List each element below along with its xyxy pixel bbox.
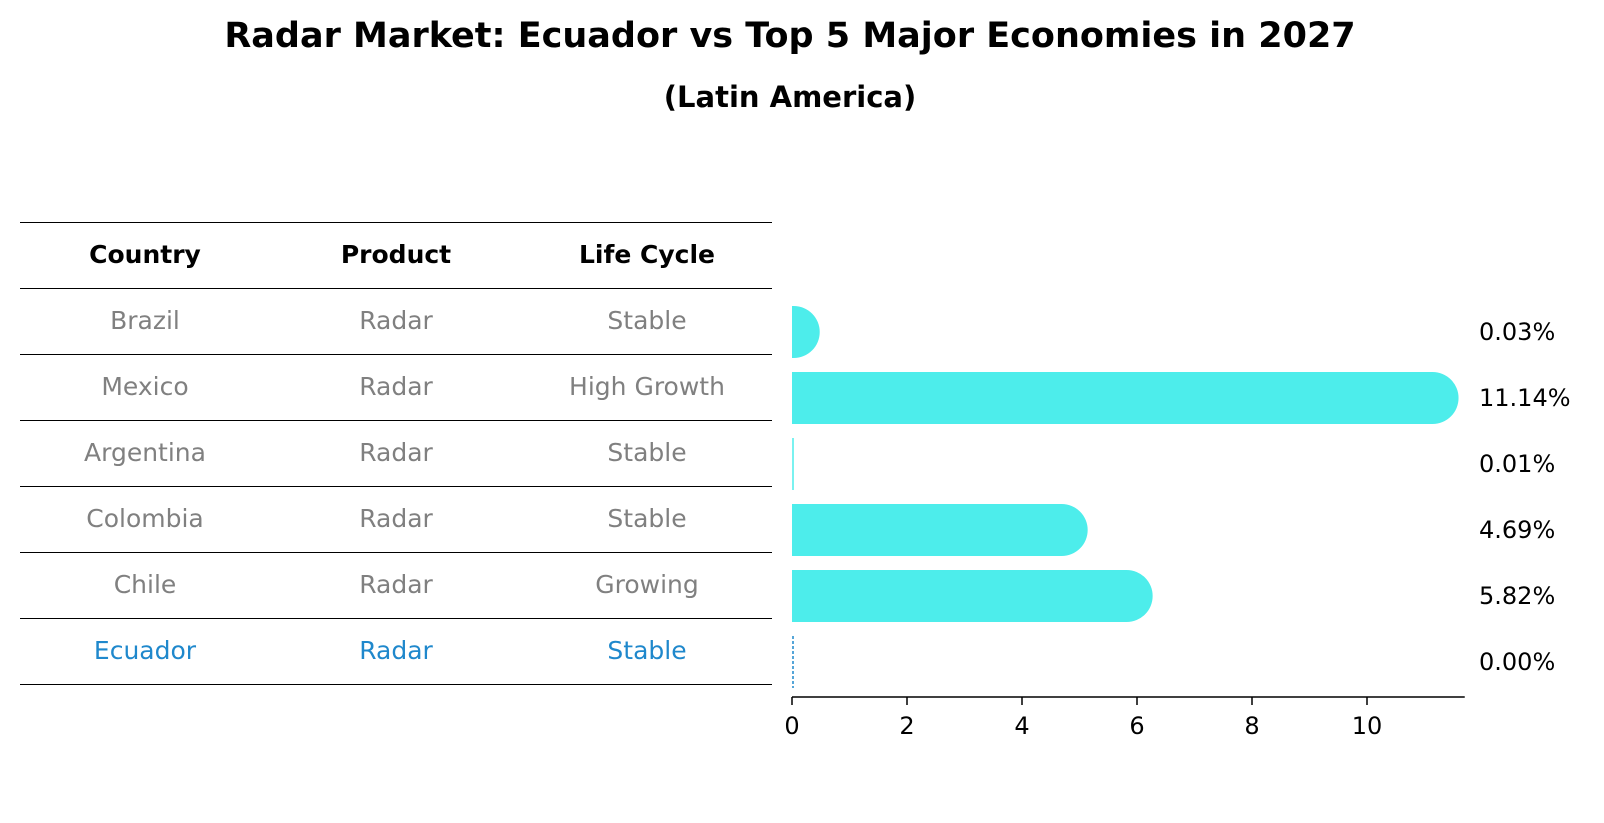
cell-life-cycle: High Growth — [569, 372, 725, 401]
header-product: Product — [340, 240, 452, 269]
cell-product: Radar — [359, 372, 433, 401]
cell-product: Radar — [359, 504, 433, 533]
chart-title: Radar Market: Ecuador vs Top 5 Major Eco… — [224, 16, 1356, 56]
cell-life-cycle: Stable — [607, 636, 687, 665]
cell-country: Argentina — [84, 438, 206, 467]
table-rule — [20, 420, 772, 421]
x-tick-label: 4 — [1014, 712, 1029, 740]
cell-life-cycle: Stable — [607, 306, 687, 335]
cell-life-cycle: Stable — [607, 438, 687, 467]
x-tick-label: 6 — [1129, 712, 1144, 740]
bar — [792, 306, 820, 358]
cell-product: Radar — [359, 636, 433, 665]
cell-product: Radar — [359, 570, 433, 599]
table-rule — [20, 552, 772, 553]
table-rule — [20, 354, 772, 355]
table-rule — [20, 618, 772, 619]
x-tick-label: 8 — [1244, 712, 1259, 740]
bar — [792, 570, 1153, 622]
table-rule — [20, 222, 772, 223]
bar — [792, 372, 1459, 424]
cell-life-cycle: Stable — [607, 504, 687, 533]
cell-country: Ecuador — [93, 636, 197, 665]
value-label: 0.00% — [1479, 648, 1555, 676]
x-tick-label: 0 — [784, 712, 799, 740]
cell-country: Chile — [113, 570, 177, 599]
x-tick-label: 10 — [1352, 712, 1383, 740]
table-rule — [20, 486, 772, 487]
cell-product: Radar — [359, 306, 433, 335]
bar — [792, 504, 1088, 556]
value-label: 5.82% — [1479, 582, 1555, 610]
cell-life-cycle: Growing — [595, 570, 699, 599]
value-label: 4.69% — [1479, 516, 1555, 544]
cell-country: Brazil — [110, 306, 180, 335]
header-country: Country — [89, 240, 201, 269]
value-label: 0.03% — [1479, 318, 1555, 346]
value-label: 11.14% — [1479, 384, 1571, 412]
cell-country: Colombia — [86, 504, 204, 533]
header-life-cycle: Life Cycle — [578, 240, 716, 269]
chart-subtitle: (Latin America) — [663, 80, 917, 114]
table-rule — [20, 288, 772, 289]
cell-product: Radar — [359, 438, 433, 467]
table-rule — [20, 684, 772, 685]
value-label: 0.01% — [1479, 450, 1555, 478]
x-tick-label: 2 — [899, 712, 914, 740]
cell-country: Mexico — [101, 372, 189, 401]
